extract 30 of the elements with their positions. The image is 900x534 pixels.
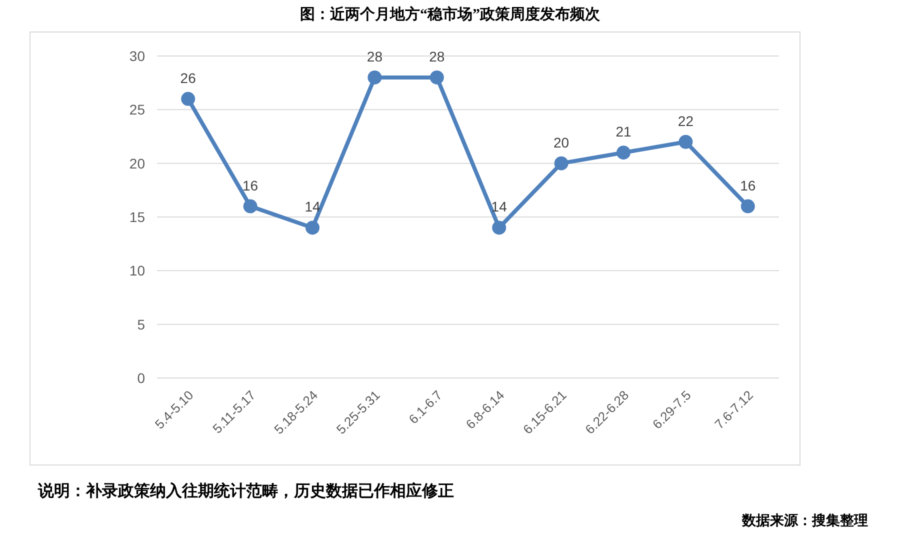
y-tick-label: 0 — [137, 370, 146, 386]
point — [616, 146, 630, 160]
data-label: 28 — [429, 48, 445, 64]
y-tick-label: 5 — [137, 316, 146, 332]
point — [306, 220, 320, 235]
data-label: 26 — [180, 70, 196, 86]
data-label: 20 — [554, 134, 570, 150]
y-tick-label: 30 — [129, 48, 146, 64]
data-label: 28 — [366, 48, 383, 64]
chart-title: 图：近两个月地方“稳市场”政策周度发布频次 — [300, 5, 601, 23]
y-tick-label: 20 — [129, 155, 146, 172]
data-label: 14 — [304, 198, 320, 215]
text: 说明：补录政策纳入往期统计范畴，历史数据已作相应修正 — [37, 481, 454, 500]
point — [181, 92, 196, 106]
point — [243, 199, 258, 214]
data-label: 16 — [740, 177, 756, 194]
point — [554, 156, 568, 170]
point — [678, 134, 693, 149]
source-note: 数据来源：搜集整理 — [741, 513, 868, 529]
data-label: 16 — [242, 177, 258, 194]
data-label: 21 — [616, 124, 632, 140]
y-tick-label: 10 — [129, 262, 146, 279]
point — [492, 220, 506, 235]
y-tick-label: 25 — [129, 102, 146, 118]
data-label: 14 — [491, 198, 508, 215]
y-tick-label: 15 — [129, 209, 146, 225]
point — [430, 70, 444, 84]
point — [740, 199, 755, 214]
data-label: 22 — [678, 112, 694, 129]
point — [368, 70, 382, 84]
